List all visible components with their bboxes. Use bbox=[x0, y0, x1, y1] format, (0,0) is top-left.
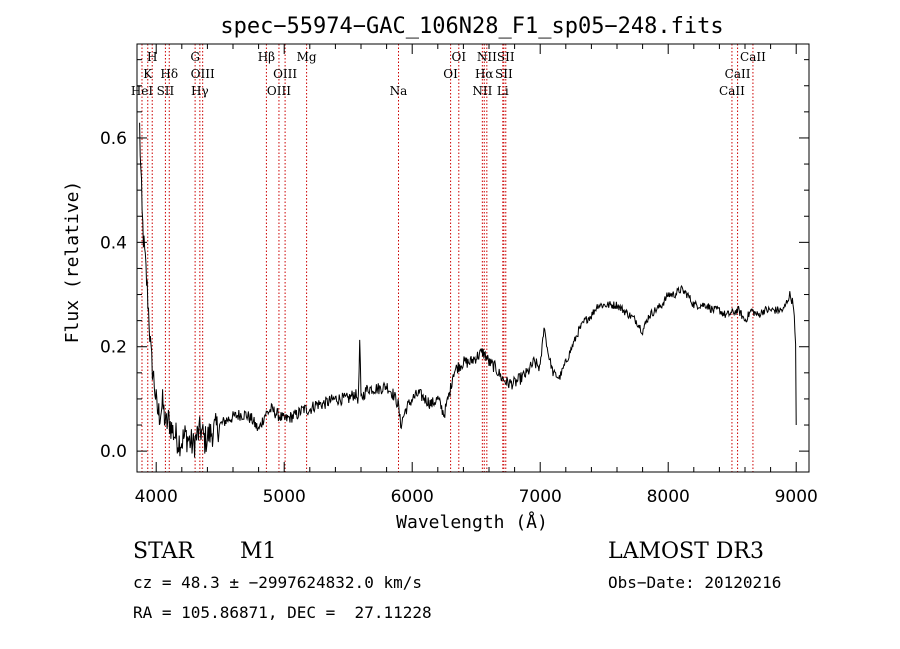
line-label-18: Li bbox=[497, 84, 509, 98]
line-label-13: OI bbox=[443, 67, 458, 81]
x-tick-label: 5000 bbox=[263, 487, 306, 507]
line-label-16: Hα bbox=[475, 67, 494, 81]
line-label-17: NII bbox=[477, 50, 497, 64]
y-tick-label: 0.0 bbox=[100, 442, 127, 462]
line-label-0: HeI bbox=[131, 84, 154, 98]
x-tick-label: 4000 bbox=[135, 487, 178, 507]
line-label-9: OIII bbox=[267, 84, 291, 98]
x-axis-label: Wavelength (Å) bbox=[396, 511, 548, 533]
line-label-7: OIII bbox=[191, 67, 215, 81]
line-label-22: CaII bbox=[725, 67, 751, 81]
line-label-2: H bbox=[147, 50, 157, 64]
y-tick-label: 0.2 bbox=[100, 338, 127, 358]
line-label-15: NII bbox=[472, 84, 492, 98]
line-label-6: Hγ bbox=[191, 84, 209, 98]
line-label-23: CaII bbox=[740, 50, 766, 64]
object-class: STAR bbox=[133, 539, 194, 564]
y-axis-label: Flux (relative) bbox=[62, 181, 83, 344]
spectral-line-labels: HeIKHSIIHδGHγOIIIHβOIIIOIIIMgNaOIOINIIHα… bbox=[131, 50, 766, 98]
redshift-velocity: cz = 48.3 ± −2997624832.0 km/s bbox=[133, 573, 422, 592]
line-label-5: G bbox=[190, 50, 200, 64]
line-label-4: Hδ bbox=[160, 67, 178, 81]
sky-coordinates: RA = 105.86871, DEC = 27.11228 bbox=[133, 603, 432, 622]
spectral-line-markers bbox=[141, 44, 754, 472]
line-label-19: SII bbox=[495, 67, 513, 81]
line-label-10: OIII bbox=[273, 67, 297, 81]
object-subclass: M1 bbox=[240, 539, 277, 564]
line-label-12: Na bbox=[390, 84, 408, 98]
axis-ticks: 4000 5000 6000 7000 8000 9000 0.0 0.2 0.4 0.6 bbox=[100, 44, 818, 507]
survey-name: LAMOST DR3 bbox=[608, 539, 764, 564]
y-tick-label: 0.4 bbox=[100, 233, 127, 253]
x-tick-label: 8000 bbox=[647, 487, 690, 507]
x-tick-label: 9000 bbox=[775, 487, 818, 507]
line-label-8: Hβ bbox=[258, 50, 275, 64]
line-label-11: Mg bbox=[297, 50, 317, 64]
plot-frame bbox=[136, 43, 810, 473]
spectrum-line bbox=[139, 122, 797, 458]
line-label-14: OI bbox=[452, 50, 467, 64]
line-label-3: SII bbox=[157, 84, 175, 98]
y-tick-label: 0.6 bbox=[100, 129, 127, 149]
line-label-1: K bbox=[143, 67, 153, 81]
x-tick-label: 7000 bbox=[519, 487, 562, 507]
chart-title: spec−55974−GAC_106N28_F1_sp05−248.fits bbox=[220, 14, 723, 39]
line-label-20: SII bbox=[497, 50, 515, 64]
x-tick-label: 6000 bbox=[391, 487, 434, 507]
observation-date: Obs−Date: 20120216 bbox=[608, 573, 782, 592]
line-label-21: CaII bbox=[719, 84, 745, 98]
